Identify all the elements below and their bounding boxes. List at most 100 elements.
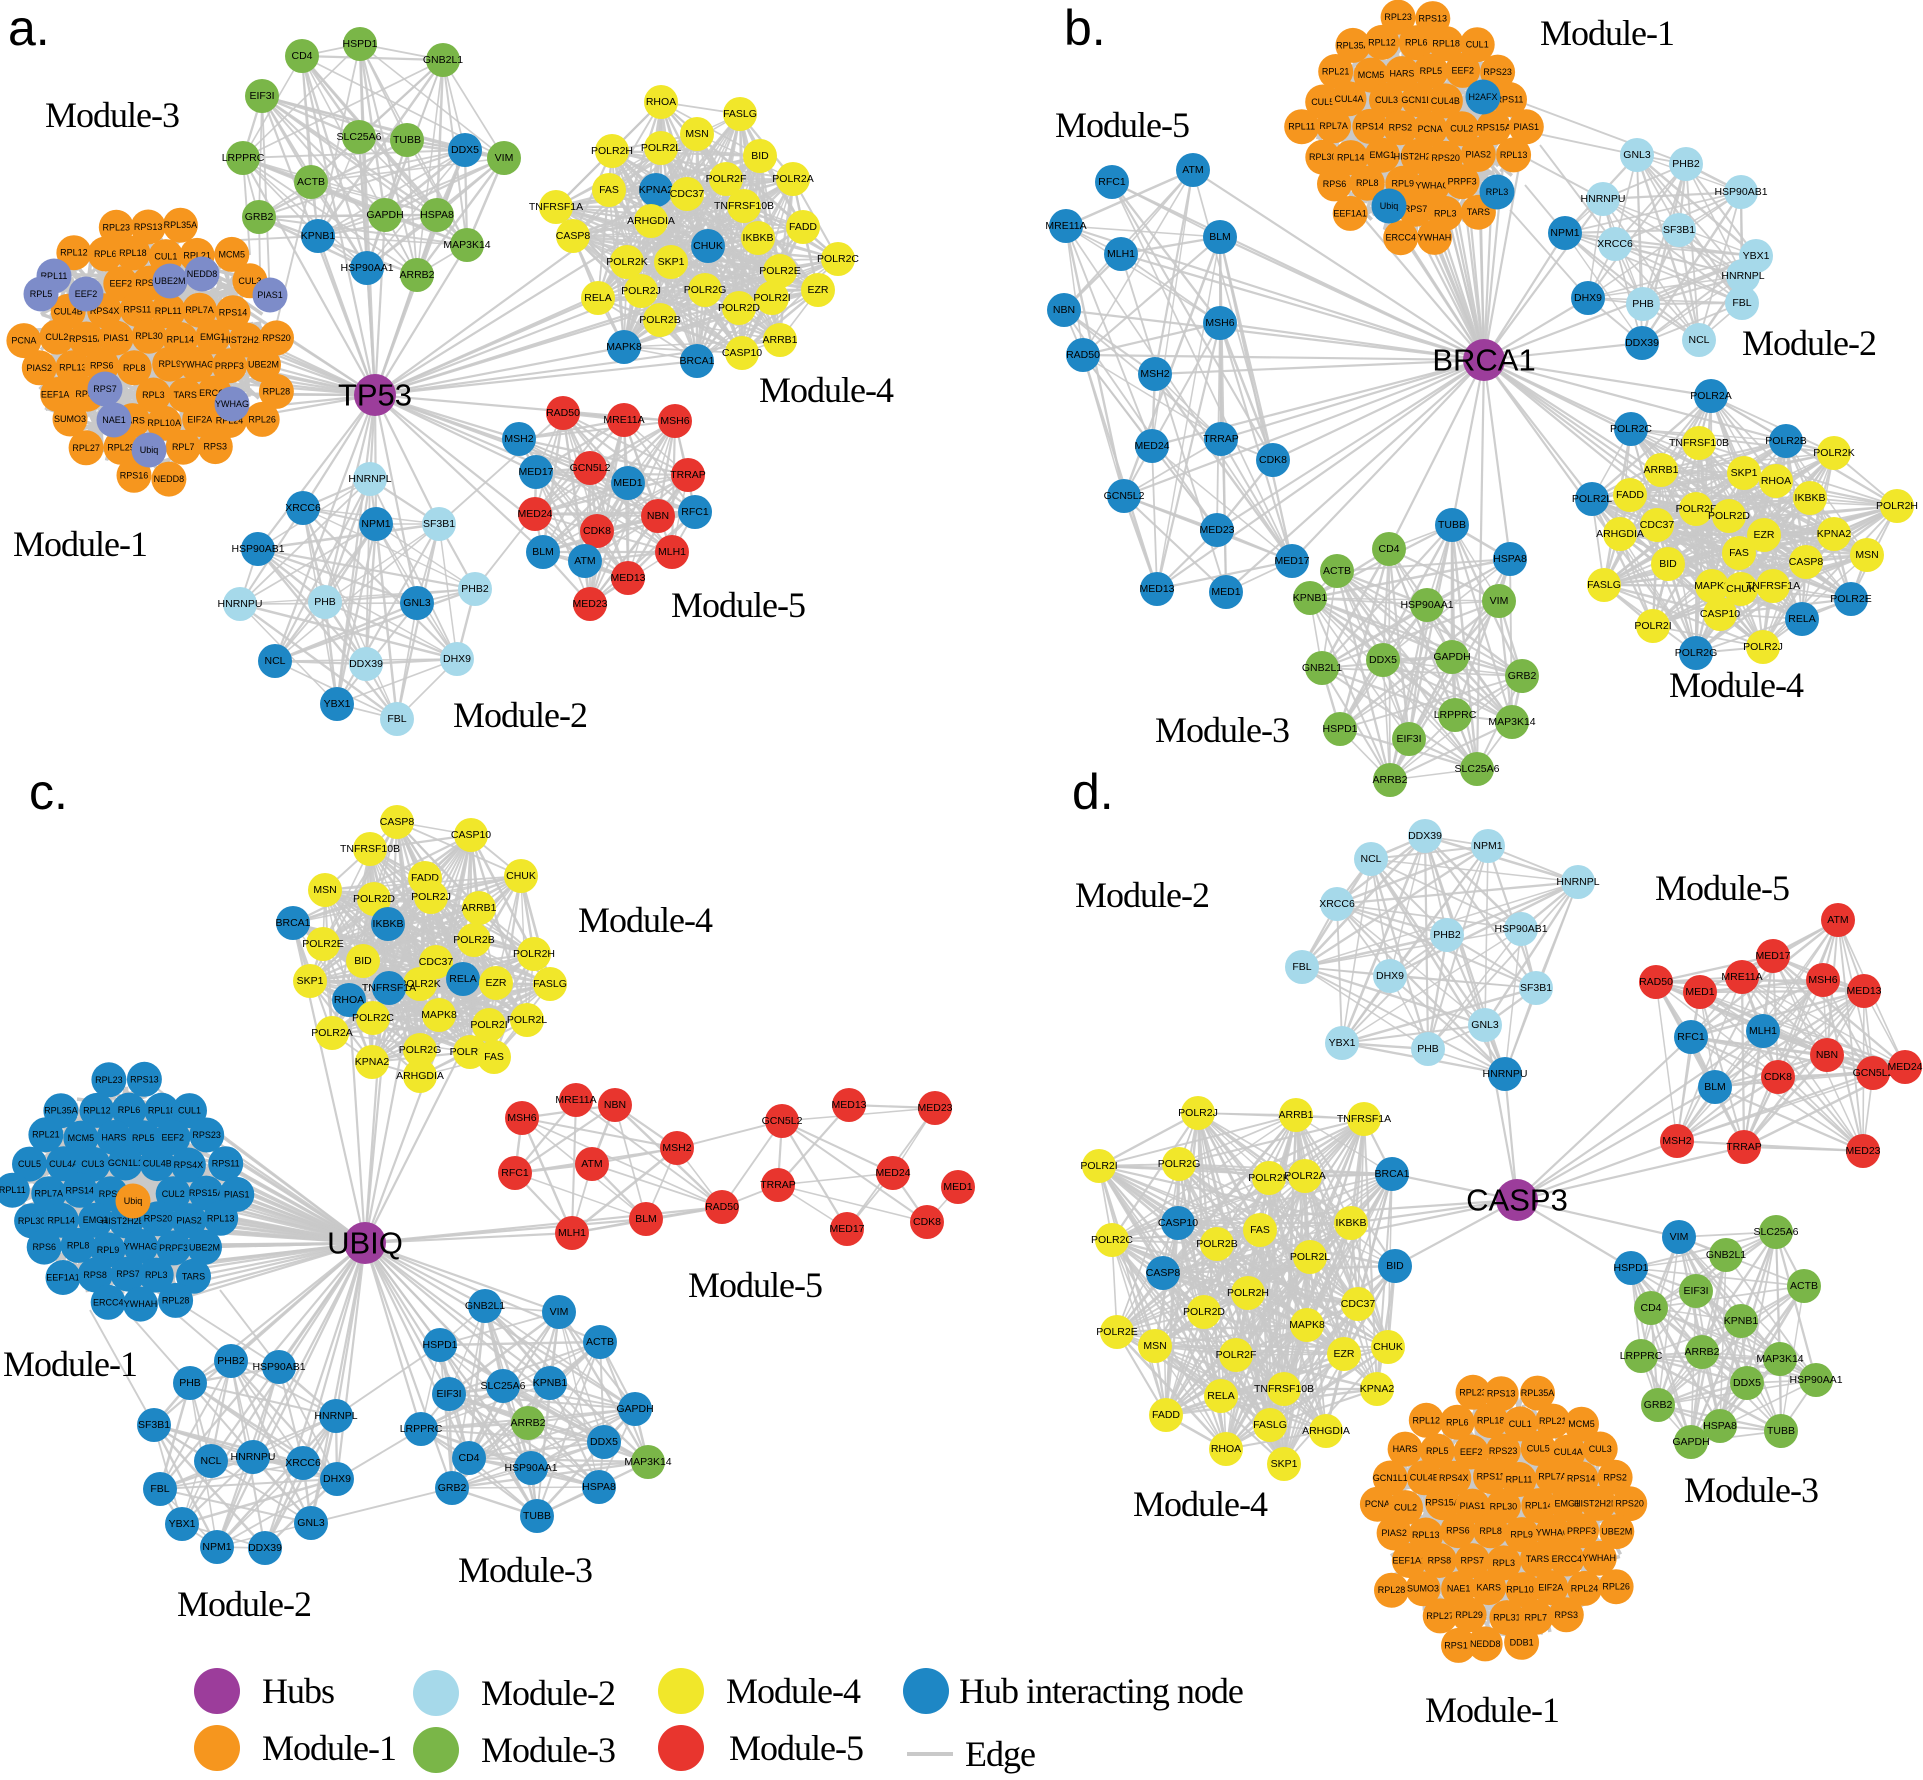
svg-text:FBL: FBL (387, 713, 406, 725)
svg-text:PHB: PHB (314, 596, 336, 608)
svg-text:RPS8: RPS8 (83, 1270, 107, 1280)
svg-text:MED13: MED13 (1139, 583, 1174, 595)
svg-text:LRPPRC: LRPPRC (400, 1423, 443, 1435)
svg-text:EEF2: EEF2 (110, 279, 133, 289)
svg-text:UBE2M: UBE2M (189, 1242, 220, 1252)
svg-text:Ubiq: Ubiq (140, 445, 159, 455)
svg-text:RPS7: RPS7 (93, 384, 117, 394)
svg-text:RPL7A: RPL7A (35, 1189, 64, 1199)
svg-text:POLR2J: POLR2J (411, 891, 451, 903)
svg-text:PIAS1: PIAS1 (1514, 122, 1540, 132)
svg-text:MAPK8: MAPK8 (421, 1009, 457, 1021)
svg-text:HSPA8: HSPA8 (1493, 553, 1527, 565)
svg-text:RPL27: RPL27 (72, 443, 100, 453)
svg-text:RPL18: RPL18 (1477, 1416, 1505, 1426)
svg-text:RPL3: RPL3 (145, 1270, 168, 1280)
svg-text:RPL7A: RPL7A (185, 305, 214, 315)
svg-text:RPL9: RPL9 (1392, 178, 1415, 188)
svg-text:RPL31: RPL31 (1493, 1613, 1521, 1623)
svg-text:FAS: FAS (599, 184, 619, 196)
svg-text:MSH2: MSH2 (662, 1142, 691, 1154)
svg-text:FADD: FADD (1616, 489, 1644, 501)
svg-text:ARHGDIA: ARHGDIA (627, 215, 675, 227)
svg-text:CUL4B: CUL4B (1431, 96, 1460, 106)
svg-text:IKBKB: IKBKB (743, 232, 774, 244)
svg-text:CUL4A: CUL4A (1554, 1447, 1583, 1457)
svg-text:UBE2M: UBE2M (154, 276, 185, 286)
svg-text:MED24: MED24 (517, 508, 552, 520)
svg-text:PIAS2: PIAS2 (176, 1216, 202, 1226)
svg-text:CASP8: CASP8 (1789, 556, 1824, 568)
svg-text:RPL21: RPL21 (32, 1130, 60, 1140)
svg-text:ACTB: ACTB (586, 1336, 614, 1348)
svg-text:YWHAG: YWHAG (124, 1241, 158, 1251)
svg-text:LRPPRC: LRPPRC (1434, 709, 1477, 721)
svg-text:RPL13: RPL13 (1500, 150, 1528, 160)
svg-text:MED1: MED1 (943, 1181, 972, 1193)
svg-text:PIAS2: PIAS2 (27, 363, 53, 373)
svg-text:EIF3I: EIF3I (1683, 1285, 1708, 1297)
svg-text:HNRNPL: HNRNPL (314, 1410, 357, 1422)
svg-text:HSP90AB1: HSP90AB1 (1714, 186, 1767, 198)
svg-text:TRRAP: TRRAP (760, 1179, 796, 1191)
svg-text:HSPD1: HSPD1 (1322, 723, 1357, 735)
svg-text:CUL1: CUL1 (1509, 1419, 1532, 1429)
svg-text:RPS15A: RPS15A (1425, 1498, 1460, 1508)
svg-text:NPM1: NPM1 (202, 1541, 231, 1553)
svg-text:MED24: MED24 (875, 1167, 910, 1179)
svg-text:DDX39: DDX39 (349, 658, 383, 670)
svg-text:RELA: RELA (584, 292, 611, 304)
svg-text:EEF1A1: EEF1A1 (1333, 208, 1367, 218)
svg-text:XRCC6: XRCC6 (285, 1457, 321, 1469)
svg-text:EIF2A: EIF2A (1538, 1583, 1563, 1593)
svg-text:ARRB2: ARRB2 (510, 1417, 545, 1429)
svg-text:RPL23: RPL23 (95, 1075, 123, 1085)
svg-text:RPS7: RPS7 (116, 1269, 140, 1279)
svg-text:RPS15A: RPS15A (189, 1188, 224, 1198)
svg-text:EZR: EZR (808, 284, 829, 296)
svg-text:POLR2K: POLR2K (1813, 447, 1854, 459)
svg-text:PIAS2: PIAS2 (1381, 1528, 1407, 1538)
svg-text:CDC37: CDC37 (1640, 519, 1675, 531)
svg-text:EEF1A1: EEF1A1 (41, 390, 75, 400)
svg-text:ATM: ATM (574, 555, 595, 567)
svg-text:RHOA: RHOA (334, 994, 364, 1006)
svg-text:NAE1: NAE1 (102, 415, 126, 425)
svg-text:NEDD8: NEDD8 (1470, 1639, 1501, 1649)
svg-text:HSP90AA1: HSP90AA1 (1789, 1374, 1842, 1386)
svg-text:PCNA: PCNA (1365, 1499, 1390, 1509)
svg-text:PRPF3: PRPF3 (1448, 177, 1477, 187)
svg-text:MSH6: MSH6 (507, 1112, 536, 1124)
svg-text:TNFRSF1A: TNFRSF1A (529, 201, 583, 213)
svg-text:CUL1: CUL1 (1466, 40, 1489, 50)
svg-text:RPL23: RPL23 (103, 222, 131, 232)
svg-text:UBE2M: UBE2M (1601, 1527, 1632, 1537)
svg-text:RPL9: RPL9 (1510, 1530, 1533, 1540)
svg-text:LRPPRC: LRPPRC (1620, 1350, 1663, 1362)
svg-text:RPS13: RPS13 (134, 222, 163, 232)
svg-text:CUL1: CUL1 (178, 1106, 201, 1116)
svg-text:POLR2A: POLR2A (772, 173, 813, 185)
svg-text:RPL8: RPL8 (1479, 1526, 1502, 1536)
svg-text:MED23: MED23 (1199, 524, 1234, 536)
svg-text:RPL14: RPL14 (1337, 153, 1365, 163)
svg-text:TARS: TARS (1526, 1554, 1549, 1564)
svg-text:UBE2M: UBE2M (248, 360, 279, 370)
svg-text:RPL7A: RPL7A (1538, 1471, 1567, 1481)
svg-text:RPL28: RPL28 (1378, 1585, 1406, 1595)
svg-text:GNB2L1: GNB2L1 (465, 1300, 505, 1312)
svg-text:POLR2L: POLR2L (1572, 493, 1612, 505)
svg-text:RELA: RELA (449, 973, 476, 985)
svg-text:KARS: KARS (1476, 1583, 1501, 1593)
svg-text:ARHGDIA: ARHGDIA (1596, 528, 1644, 540)
svg-text:YBX1: YBX1 (324, 698, 351, 710)
svg-text:RPL8: RPL8 (123, 363, 146, 373)
svg-text:CASP10: CASP10 (722, 347, 762, 359)
svg-text:DHX9: DHX9 (443, 653, 471, 665)
svg-text:RPS7: RPS7 (1461, 1556, 1485, 1566)
svg-text:MAPK8: MAPK8 (606, 341, 642, 353)
svg-text:DDX5: DDX5 (590, 1436, 618, 1448)
svg-text:BRCA1: BRCA1 (679, 355, 714, 367)
svg-text:POLR2B: POLR2B (1765, 435, 1806, 447)
svg-text:RPS6: RPS6 (32, 1242, 56, 1252)
